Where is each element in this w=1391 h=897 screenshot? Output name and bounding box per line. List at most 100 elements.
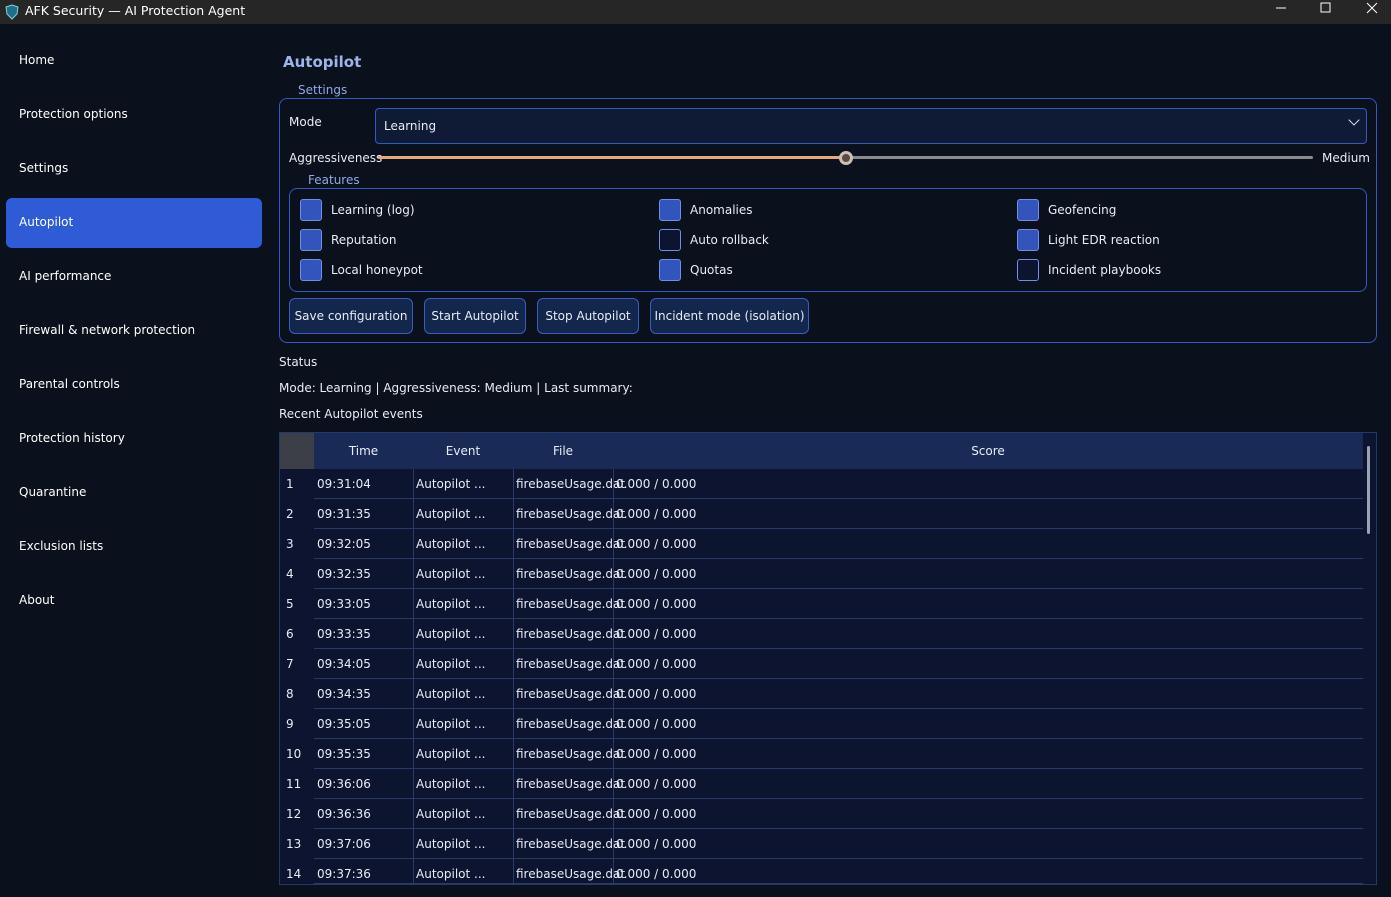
nav-item[interactable]: Settings [19, 161, 69, 175]
nav-item[interactable]: Protection history [19, 431, 125, 445]
column-header[interactable]: File [552, 444, 574, 458]
mode-dropdown[interactable] [375, 108, 1367, 144]
table-cell: 09:32:35 [317, 567, 371, 581]
table-cell: firebaseUsage.dat [516, 807, 626, 821]
field-label: Mode [289, 115, 322, 129]
button[interactable]: Stop Autopilot [537, 298, 639, 334]
table-cell: firebaseUsage.dat [516, 747, 626, 761]
cell-divider [413, 679, 414, 709]
slider-handle[interactable] [839, 151, 853, 165]
cell-divider [613, 859, 614, 884]
table-cell: Autopilot ... [416, 747, 486, 761]
column-header[interactable]: Event [445, 444, 481, 458]
group-legend: Settings [294, 83, 352, 97]
checkbox[interactable] [659, 229, 681, 251]
table-cell: 09:34:05 [317, 657, 371, 671]
table-cell: 0.000 / 0.000 [616, 507, 697, 521]
nav-item[interactable]: Quarantine [19, 485, 87, 499]
checkbox[interactable] [300, 229, 322, 251]
dropdown-value[interactable]: Learning [384, 119, 437, 133]
cell-divider [413, 799, 414, 829]
button[interactable]: Start Autopilot [424, 298, 526, 334]
table-cell: Autopilot ... [416, 597, 486, 611]
table-cell: 0.000 / 0.000 [616, 657, 697, 671]
checkbox[interactable] [1017, 229, 1039, 251]
table-cell: 0.000 / 0.000 [616, 627, 697, 641]
checkbox[interactable] [1017, 199, 1039, 221]
page-title: Autopilot [283, 53, 362, 71]
table-cell: Autopilot ... [416, 867, 486, 881]
section-label: Status [279, 355, 318, 369]
column-header[interactable]: Time [348, 444, 379, 458]
nav-item[interactable]: Home [19, 53, 55, 67]
cell-divider [413, 649, 414, 679]
cell-divider [513, 589, 514, 619]
table-cell: Autopilot ... [416, 777, 486, 791]
cell-divider [513, 529, 514, 559]
checkbox[interactable] [1017, 259, 1039, 281]
checkbox[interactable] [300, 199, 322, 221]
nav-item[interactable]: About [19, 593, 55, 607]
table-cell: firebaseUsage.dat [516, 477, 626, 491]
cell-divider [413, 529, 414, 559]
table-row [314, 649, 1363, 679]
table-cell: firebaseUsage.dat [516, 687, 626, 701]
table-cell: firebaseUsage.dat [516, 717, 626, 731]
table-row [314, 619, 1363, 649]
scrollbar-thumb[interactable] [1367, 446, 1370, 534]
nav-item[interactable]: Exclusion lists [19, 539, 104, 553]
table-row [314, 859, 1363, 884]
checkbox-label[interactable]: Quotas [690, 263, 733, 277]
checkbox-label[interactable]: Learning (log) [331, 203, 415, 217]
checkbox-label[interactable]: Incident playbooks [1048, 263, 1162, 277]
checkbox[interactable] [659, 199, 681, 221]
checkbox-label[interactable]: Anomalies [690, 203, 753, 217]
cell-divider [613, 469, 614, 499]
table-cell: 0.000 / 0.000 [616, 687, 697, 701]
cell-divider [413, 619, 414, 649]
table-cell: Autopilot ... [416, 837, 486, 851]
app-icon [5, 4, 19, 20]
nav-item[interactable]: Protection options [19, 107, 128, 121]
checkbox-label[interactable]: Reputation [331, 233, 397, 247]
cell-divider [613, 649, 614, 679]
nav-item[interactable]: Firewall & network protection [19, 323, 196, 337]
nav-item[interactable]: AI performance [19, 269, 112, 283]
group-legend: Features [304, 173, 364, 187]
cell-divider [413, 859, 414, 884]
table-cell: firebaseUsage.dat [516, 507, 626, 521]
cell-divider [513, 469, 514, 499]
checkbox-label[interactable]: Auto rollback [690, 233, 769, 247]
cell-divider [413, 829, 414, 859]
table-cell: 09:31:35 [317, 507, 371, 521]
cell-divider [513, 739, 514, 769]
cell-divider [613, 799, 614, 829]
table-row [314, 469, 1363, 499]
checkbox[interactable] [300, 259, 322, 281]
column-header[interactable]: Score [971, 444, 1005, 458]
row-number: 5 [286, 597, 294, 611]
table-row [314, 709, 1363, 739]
checkbox-label[interactable]: Local honeypot [331, 263, 423, 277]
button[interactable]: Incident mode (isolation) [650, 298, 809, 334]
nav-item[interactable]: Parental controls [19, 377, 120, 391]
table-cell: 0.000 / 0.000 [616, 567, 697, 581]
table-row [314, 769, 1363, 799]
table-cell: 0.000 / 0.000 [616, 747, 697, 761]
cell-divider [513, 859, 514, 884]
checkbox-label[interactable]: Light EDR reaction [1048, 233, 1160, 247]
cell-divider [413, 709, 414, 739]
nav-item[interactable]: Autopilot [19, 215, 74, 229]
table-cell: Autopilot ... [416, 807, 486, 821]
window-controls[interactable] [1260, 0, 1391, 24]
slider-fill [378, 156, 846, 159]
cell-divider [613, 829, 614, 859]
checkbox[interactable] [659, 259, 681, 281]
row-number: 13 [286, 837, 302, 851]
table-cell: Autopilot ... [416, 477, 486, 491]
button[interactable]: Save configuration [289, 298, 413, 334]
table-cell: 09:36:06 [317, 777, 371, 791]
checkbox-label[interactable]: Geofencing [1048, 203, 1117, 217]
cell-divider [513, 619, 514, 649]
table-cell: 09:34:35 [317, 687, 371, 701]
